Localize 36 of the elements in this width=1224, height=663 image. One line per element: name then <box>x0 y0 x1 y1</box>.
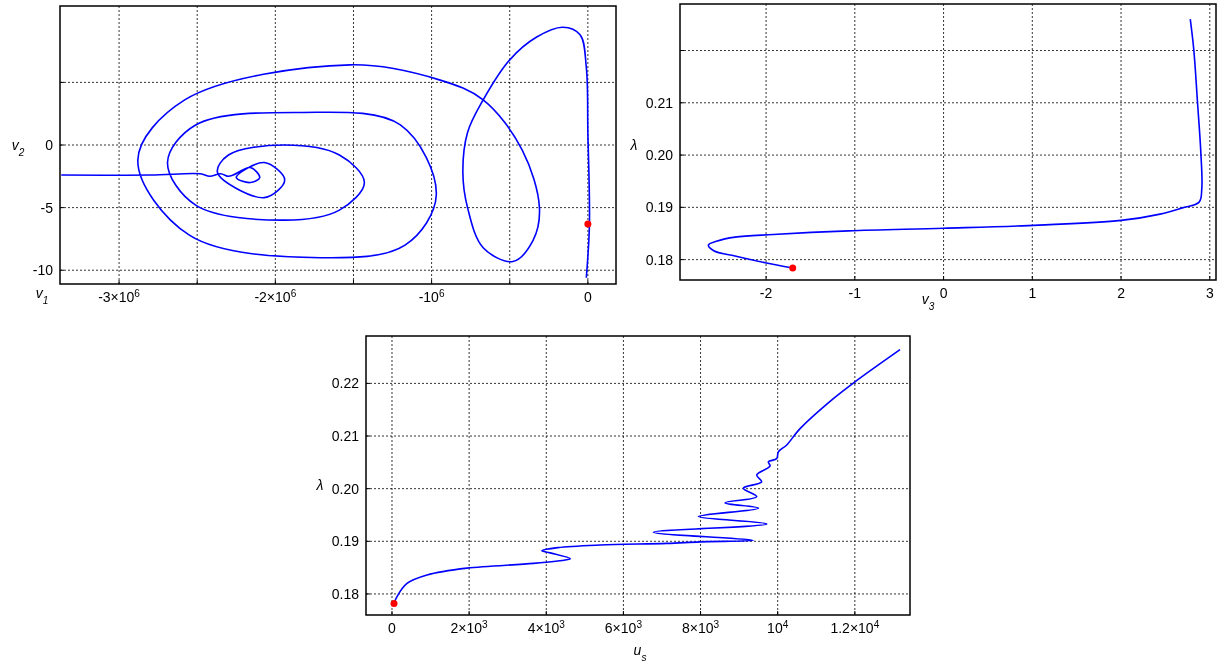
x-tick-label: -2 <box>759 285 773 301</box>
x-tick-label: 10$^{4}$ <box>767 618 789 636</box>
x-tick-label: 4×10$^{3}$ <box>527 618 566 636</box>
x-tick-label: 0 <box>939 285 948 301</box>
y-tick-label: 0.18 <box>331 585 360 602</box>
y-axis-title: v$_{2}$ <box>11 137 25 158</box>
x-axis-title: u$_{s}$ <box>633 642 647 663</box>
x-tick-label: -10$^{6}$ <box>418 287 445 305</box>
y-tick-label: -5 <box>40 199 54 216</box>
y-tick-label: 0.20 <box>645 147 674 164</box>
x-axis-title: v$_{1}$ <box>35 285 49 306</box>
x-tick-label: 2 <box>1117 285 1126 301</box>
y-tick-label: 0.19 <box>645 199 674 216</box>
x-tick-label: 3 <box>1205 285 1214 301</box>
x-tick-label: 0 <box>583 289 592 305</box>
y-tick-label: 0.20 <box>331 480 360 497</box>
x-tick-label: 2×10$^{3}$ <box>450 618 489 636</box>
x-tick-label: -1 <box>848 285 862 301</box>
x-tick-label: 8×10$^{3}$ <box>681 618 720 636</box>
y-tick-label: -10 <box>32 262 54 279</box>
y-axis-title: λ <box>629 137 638 153</box>
y-tick-label: 0 <box>45 137 54 153</box>
y-tick-label: 0.22 <box>331 375 360 392</box>
x-tick-label: 1 <box>1028 285 1037 301</box>
y-tick-label: 0.21 <box>645 94 674 111</box>
x-tick-label: 6×10$^{3}$ <box>604 618 643 636</box>
line-series <box>60 26 591 279</box>
x-tick-label: 0 <box>388 620 397 636</box>
x-axis-title: v$_{3}$ <box>921 291 935 312</box>
y-tick-label: 0.19 <box>331 533 360 550</box>
y-tick-label: 0.18 <box>645 251 674 268</box>
x-tick-label: -2×10$^{6}$ <box>254 287 297 305</box>
x-tick-label: 1.2×10$^{4}$ <box>830 618 880 636</box>
x-tick-label: -3×10$^{6}$ <box>98 287 141 305</box>
y-tick-label: 0.21 <box>331 428 360 445</box>
y-axis-title: λ <box>315 477 324 493</box>
